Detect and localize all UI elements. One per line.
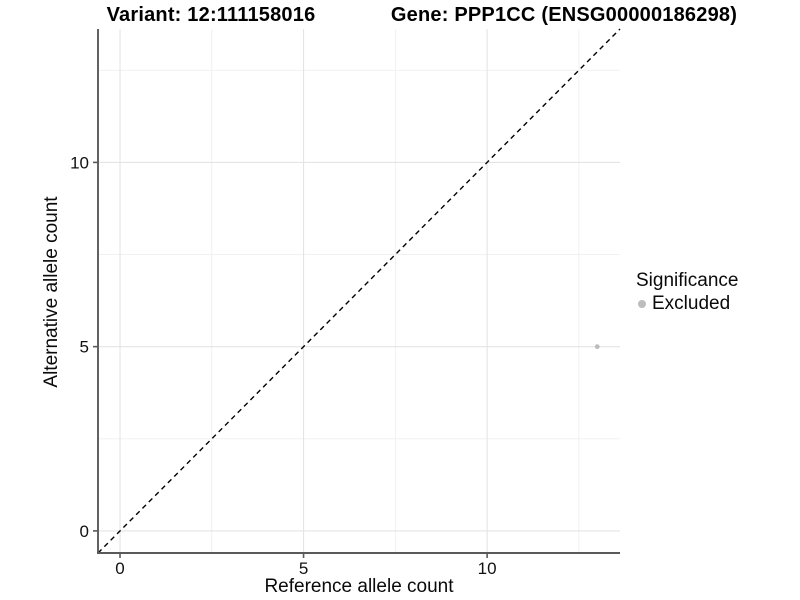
x-axis-title: Reference allele count <box>264 576 454 597</box>
x-tick-label: 0 <box>115 559 124 578</box>
identity-dashed-line <box>97 28 621 554</box>
legend-title: Significance <box>636 270 739 291</box>
data-point <box>594 344 600 350</box>
excluded-point-icon <box>638 300 646 308</box>
y-tick-label: 5 <box>80 338 89 357</box>
variant-title: Variant: 12:111158016 <box>106 4 316 26</box>
x-tick-label: 10 <box>478 559 497 578</box>
x-tick-label: 5 <box>299 559 308 578</box>
legend-entry-label: Excluded <box>652 293 731 314</box>
y-tick-label: 0 <box>80 522 89 541</box>
y-axis-title: Alternative allele count <box>41 196 62 388</box>
legend-entry-excluded: Excluded <box>638 293 738 315</box>
gene-title: Gene: PPP1CC (ENSG00000186298) <box>390 4 738 26</box>
y-tick-label: 10 <box>70 153 89 172</box>
legend: Significance Excluded <box>636 270 738 315</box>
